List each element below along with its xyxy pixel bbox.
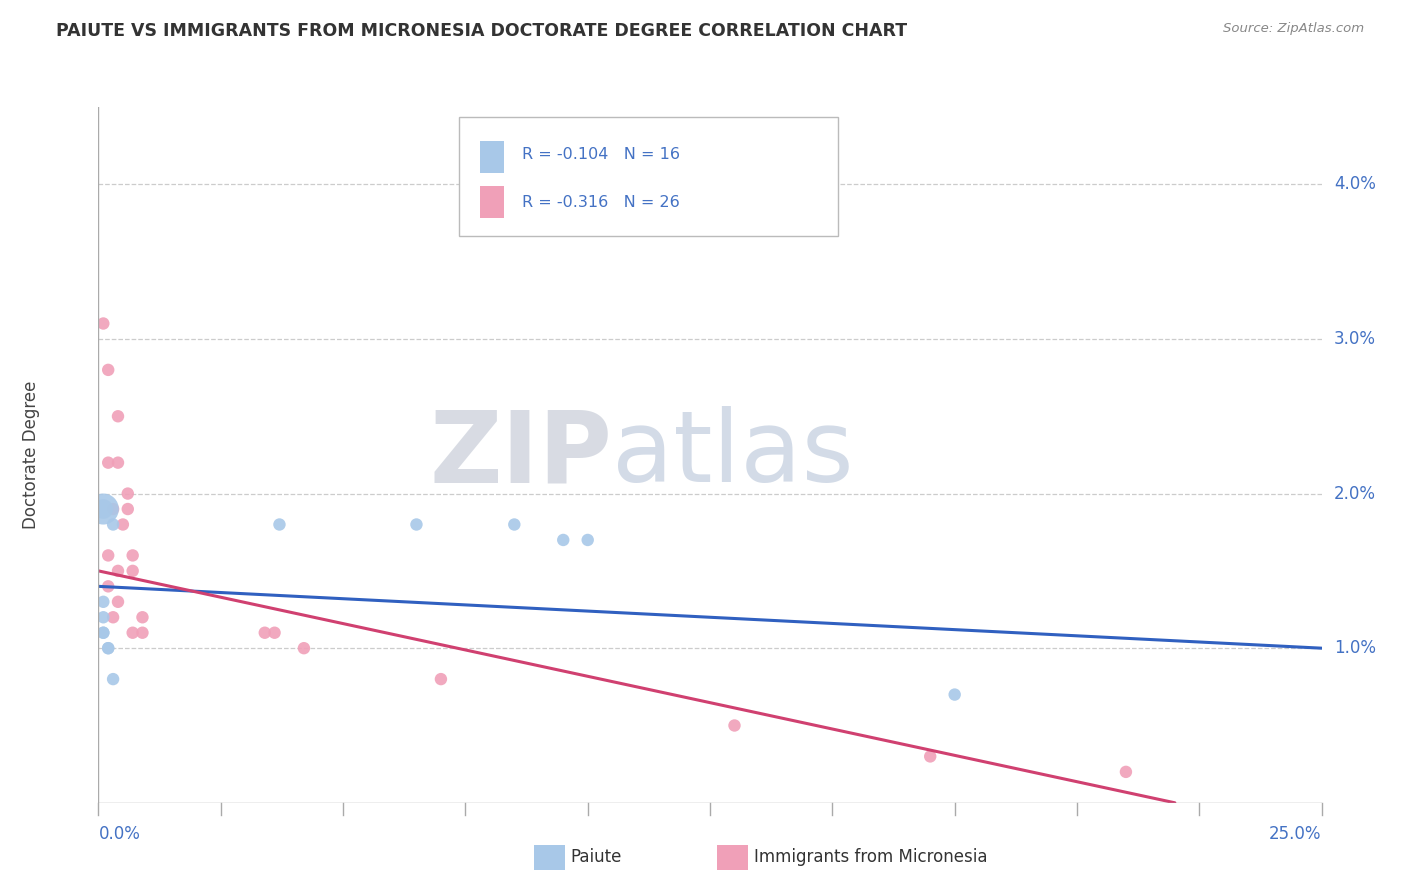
Text: 2.0%: 2.0% [1334,484,1376,502]
Point [269,517,291,532]
Point [553,533,575,547]
Point [101,610,124,624]
Point [91,502,114,516]
Point [101,672,124,686]
Point [723,718,745,732]
Point [91,595,114,609]
Point [97,641,120,656]
Point [131,625,153,640]
Point [253,625,276,640]
Point [91,317,114,331]
Text: R = -0.316   N = 26: R = -0.316 N = 26 [523,194,681,210]
Point [576,533,599,547]
Text: Immigrants from Micronesia: Immigrants from Micronesia [754,848,987,866]
Text: Doctorate Degree: Doctorate Degree [22,381,41,529]
Text: 1.0%: 1.0% [1334,640,1376,657]
Point [91,625,114,640]
Bar [479,141,503,173]
Text: PAIUTE VS IMMIGRANTS FROM MICRONESIA DOCTORATE DEGREE CORRELATION CHART: PAIUTE VS IMMIGRANTS FROM MICRONESIA DOC… [56,22,907,40]
Point [920,749,942,764]
Text: R = -0.104   N = 16: R = -0.104 N = 16 [523,146,681,161]
Text: 25.0%: 25.0% [1270,825,1322,843]
Point [121,549,143,563]
Point [97,579,120,593]
Point [1115,764,1137,779]
Point [131,610,153,624]
Point [91,625,114,640]
Point [107,409,129,424]
Text: ZIP: ZIP [429,407,612,503]
Text: Paiute: Paiute [571,848,623,866]
Point [101,517,124,532]
Text: 0.0%: 0.0% [98,825,141,843]
Bar [479,186,503,219]
Text: Source: ZipAtlas.com: Source: ZipAtlas.com [1223,22,1364,36]
Point [97,549,120,563]
Point [121,564,143,578]
Point [117,486,139,500]
Text: atlas: atlas [612,407,853,503]
Point [107,564,129,578]
Point [121,625,143,640]
Point [107,595,129,609]
Point [263,625,285,640]
Point [97,456,120,470]
Text: 4.0%: 4.0% [1334,176,1375,194]
Point [97,363,120,377]
Text: 3.0%: 3.0% [1334,330,1376,348]
Point [91,502,114,516]
FancyBboxPatch shape [460,118,838,235]
Point [503,517,526,532]
Point [107,456,129,470]
Point [430,672,453,686]
Point [405,517,427,532]
Point [101,502,124,516]
Point [91,610,114,624]
Point [292,641,315,656]
Point [117,502,139,516]
Point [97,641,120,656]
Point [943,688,966,702]
Point [111,517,134,532]
